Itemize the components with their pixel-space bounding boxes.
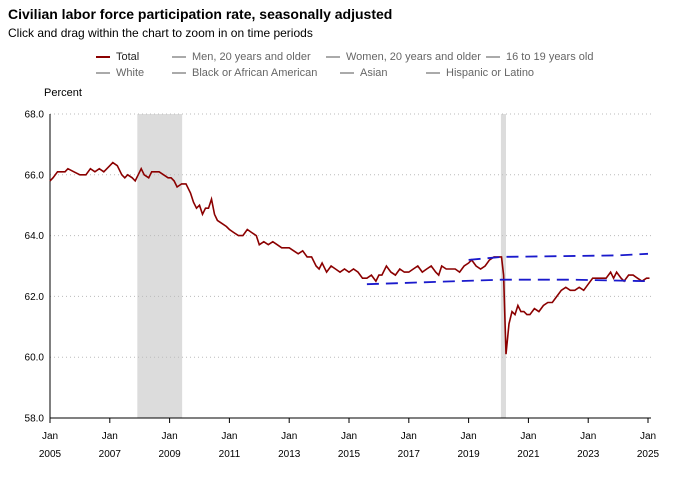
x-tick-month-4: Jan (281, 431, 297, 442)
y-tick-label-0: 58.0 (25, 414, 45, 425)
x-tick-year-7: 2019 (457, 449, 480, 460)
y-axis-label: Percent (44, 87, 82, 99)
y-tick-label-5: 68.0 (25, 110, 45, 121)
x-tick-month-9: Jan (580, 431, 596, 442)
legend-item-white[interactable]: White (96, 65, 172, 81)
x-tick-month-10: Jan (640, 431, 656, 442)
chart-title: Civilian labor force participation rate,… (8, 6, 393, 22)
series-line-projection-upper (468, 252, 649, 261)
line-swatch-icon (340, 72, 354, 74)
x-tick-year-9: 2023 (577, 449, 600, 460)
legend-item-total[interactable]: Total (96, 49, 172, 65)
line-swatch-icon (326, 56, 340, 58)
chart-subtitle: Click and drag within the chart to zoom … (8, 26, 313, 40)
legend-row-1: Total Men, 20 years and older Women, 20 … (96, 49, 656, 65)
x-tick-month-3: Jan (221, 431, 237, 442)
x-tick-year-6: 2017 (398, 449, 421, 460)
series-line-projection-lower (366, 278, 649, 286)
y-tick-label-2: 62.0 (25, 292, 45, 303)
series-line-total (49, 161, 650, 355)
line-swatch-icon (96, 56, 110, 58)
x-tick-month-6: Jan (401, 431, 417, 442)
legend-item-16-to-19[interactable]: 16 to 19 years old (486, 49, 593, 65)
x-tick-month-2: Jan (162, 431, 178, 442)
x-tick-month-0: Jan (42, 431, 58, 442)
x-tick-month-5: Jan (341, 431, 357, 442)
legend-item-asian[interactable]: Asian (340, 65, 426, 81)
legend-item-women-20-plus[interactable]: Women, 20 years and older (326, 49, 486, 65)
x-tick-year-2: 2009 (158, 449, 181, 460)
y-tick-label-3: 64.0 (25, 231, 45, 242)
y-tick-label-1: 60.0 (25, 353, 45, 364)
x-tick-year-5: 2015 (338, 449, 361, 460)
x-tick-month-1: Jan (102, 431, 118, 442)
legend-item-men-20-plus[interactable]: Men, 20 years and older (172, 49, 326, 65)
legend-item-hispanic[interactable]: Hispanic or Latino (426, 65, 534, 81)
recession-band-1 (500, 114, 506, 418)
x-tick-year-4: 2013 (278, 449, 301, 460)
x-tick-year-3: 2011 (219, 449, 241, 460)
x-tick-month-8: Jan (520, 431, 536, 442)
line-swatch-icon (96, 72, 110, 74)
legend: Total Men, 20 years and older Women, 20 … (96, 49, 656, 81)
x-tick-year-1: 2007 (99, 449, 122, 460)
line-swatch-icon (172, 72, 186, 74)
legend-row-2: White Black or African American Asian Hi… (96, 65, 656, 81)
line-swatch-icon (172, 56, 186, 58)
x-tick-year-8: 2021 (517, 449, 540, 460)
recession-band-0 (137, 114, 183, 418)
legend-item-black[interactable]: Black or African American (172, 65, 340, 81)
x-tick-month-7: Jan (461, 431, 477, 442)
x-tick-year-0: 2005 (39, 449, 62, 460)
line-swatch-icon (486, 56, 500, 58)
line-swatch-icon (426, 72, 440, 74)
x-tick-year-10: 2025 (637, 449, 660, 460)
y-tick-label-4: 66.0 (25, 170, 45, 181)
